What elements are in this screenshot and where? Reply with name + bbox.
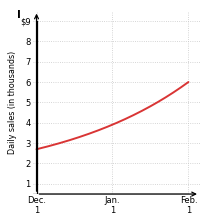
Text: I: I — [17, 10, 21, 20]
Y-axis label: Daily sales (in thousands): Daily sales (in thousands) — [8, 51, 17, 154]
